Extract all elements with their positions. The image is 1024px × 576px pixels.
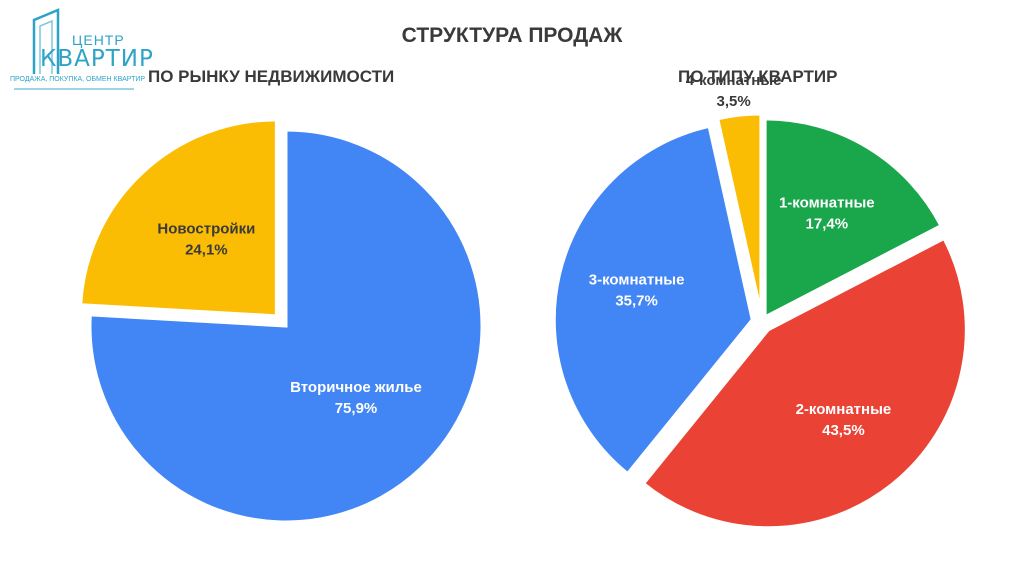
slice-label-market-0: Вторичное жилье: [290, 379, 422, 396]
building-logo-icon: [32, 8, 60, 74]
slice-value-type-1: 43,5%: [822, 422, 865, 439]
pie-slice-market-0: [88, 128, 484, 524]
chart-title-apartment-type: ПО ТИПУ КВАРТИР: [678, 67, 838, 86]
logo-line2: КВАРТИР: [40, 46, 154, 72]
chart-title-market: ПО РЫНКУ НЕДВИЖИМОСТИ: [148, 67, 395, 86]
pie-slice-market-1: [79, 118, 278, 318]
slice-label-type-3: 4-комнатные: [686, 72, 782, 89]
slice-label-type-2: 3-комнатные: [589, 272, 685, 289]
slice-value-market-1: 24,1%: [185, 242, 228, 259]
logo-underline: [14, 88, 134, 90]
slice-label-type-1: 2-комнатные: [796, 401, 892, 418]
pie-slice-type-0: [763, 117, 943, 320]
pie-slice-type-2: [552, 124, 754, 476]
page-title: СТРУКТУРА ПРОДАЖ: [401, 24, 623, 47]
slice-value-market-0: 75,9%: [335, 400, 378, 417]
slice-label-type-0: 1-комнатные: [779, 194, 875, 211]
pie-slice-type-1: [641, 236, 968, 530]
pie-type: 1-комнатные 17,4% 2-комнатные 43,5% 3-комнат…: [552, 72, 968, 530]
slice-value-type-0: 17,4%: [806, 215, 849, 232]
pie-slice-type-3: [715, 112, 763, 313]
pie-market: Вторичное жилье 75,9% Новостройки 24,1%: [79, 118, 484, 524]
slice-label-market-1: Новостройки: [157, 221, 255, 238]
logo-line1: ЦЕНТР: [72, 32, 125, 48]
logo-tagline: ПРОДАЖА, ПОКУПКА, ОБМЕН КВАРТИР: [10, 76, 146, 83]
slice-value-type-3: 3,5%: [717, 93, 751, 110]
slice-value-type-2: 35,7%: [615, 293, 658, 310]
company-logo: ЦЕНТР КВАРТИР ПРОДАЖА, ПОКУПКА, ОБМЕН КВ…: [6, 4, 153, 92]
